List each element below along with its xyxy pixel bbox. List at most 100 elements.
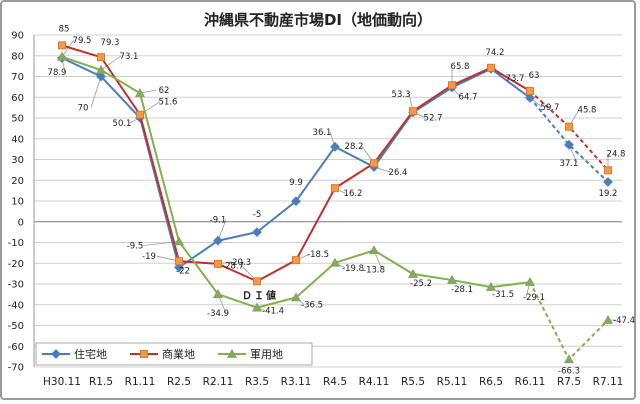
data-label: -34.9 — [207, 309, 229, 319]
data-point-marker — [329, 257, 341, 267]
x-tick-label: R6.5 — [479, 376, 503, 388]
data-label: -19.8 — [342, 264, 364, 274]
y-tick-label: -40 — [8, 300, 24, 311]
data-label: -5 — [253, 210, 261, 220]
data-label: 73.7 — [506, 74, 525, 84]
x-tick-label: R7.11 — [593, 376, 624, 388]
y-axis-ticks: 90 80 70 60 50 40 30 20 10 0 -10 -20 -30 -40 -50 -60 -70 — [8, 31, 24, 374]
series-lines — [56, 41, 614, 364]
label-leader-line — [139, 89, 157, 94]
data-point-marker — [56, 51, 68, 61]
data-point-marker — [448, 81, 456, 90]
label-leader-line — [61, 39, 75, 58]
data-label: -28.1 — [451, 285, 473, 295]
x-tick-label: R1.11 — [125, 376, 156, 388]
data-point-marker — [175, 257, 183, 266]
data-label: 45.8 — [578, 106, 597, 116]
data-label: -13.8 — [363, 265, 385, 275]
data-point-marker — [487, 63, 495, 72]
y-tick-label: 60 — [11, 93, 24, 104]
data-label: 19.2 — [599, 189, 618, 199]
data-label: -9.5 — [127, 241, 144, 251]
data-point-marker — [214, 259, 222, 268]
x-tick-label: R2.11 — [203, 376, 234, 388]
data-label: 79.5 — [73, 36, 92, 46]
y-tick-label: 90 — [11, 31, 24, 42]
data-label: -47.4 — [613, 316, 635, 326]
data-point-marker — [602, 314, 614, 324]
label-leader-line — [90, 76, 102, 108]
x-tick-label: R2.5 — [167, 376, 191, 388]
x-tick-label: R7.5 — [557, 376, 581, 388]
data-label: 37.1 — [560, 159, 579, 169]
data-point-marker — [526, 87, 534, 96]
data-label: 62 — [159, 86, 170, 96]
series-commercial — [58, 41, 612, 286]
data-label: 16.2 — [344, 189, 363, 199]
chart-title: 沖縄県不動産市場DI（地価動向） — [204, 11, 432, 29]
data-label: -29.1 — [523, 293, 545, 303]
data-point-marker — [213, 235, 223, 246]
data-label: -18.5 — [307, 250, 329, 260]
data-label: 79.3 — [101, 38, 120, 48]
data-point-marker — [409, 107, 417, 116]
y-tick-label: -20 — [8, 259, 24, 270]
legend-label: 商業地 — [162, 347, 195, 361]
y-tick-label: 70 — [11, 72, 24, 83]
x-tick-label: R5.5 — [401, 376, 425, 388]
data-point-marker — [407, 268, 419, 278]
data-point-marker — [485, 282, 497, 291]
y-tick-label: -10 — [8, 238, 24, 249]
data-label: -19 — [142, 252, 156, 262]
y-tick-label: 30 — [11, 155, 24, 166]
data-label: -25.2 — [410, 279, 432, 289]
di-value-annotation: ＤＩ値 — [242, 289, 278, 302]
data-label: 73.1 — [120, 52, 139, 62]
y-tick-label: -70 — [8, 363, 24, 374]
data-point-marker — [58, 41, 66, 50]
legend: 住宅地 商業地 軍用地 — [35, 342, 313, 366]
data-label: 36.1 — [313, 128, 332, 138]
series-residential — [57, 53, 613, 273]
x-tick-label: R5.11 — [437, 376, 468, 388]
legend-label: 住宅地 — [74, 347, 107, 361]
data-label: 51.6 — [159, 98, 178, 108]
legend-box — [35, 342, 313, 366]
data-point-marker — [564, 139, 574, 150]
data-point-marker — [212, 289, 224, 298]
y-tick-label: -30 — [8, 280, 24, 291]
data-label: -28.7 — [222, 261, 244, 271]
x-axis-ticks: H30.11 R1.5 R1.11 R2.5 R2.11 R3.5 R3.11 R4.5 R4.… — [43, 376, 623, 388]
y-tick-label: 10 — [11, 197, 24, 208]
data-label: 26.4 — [389, 168, 408, 178]
y-tick-label: 40 — [11, 134, 24, 145]
data-point-marker — [251, 302, 263, 312]
data-label: 9.9 — [289, 178, 303, 188]
data-label: -9.1 — [210, 216, 227, 226]
data-point-marker — [563, 354, 575, 364]
data-label: 65.8 — [451, 62, 470, 72]
y-tick-label: -60 — [8, 342, 24, 353]
data-point-marker — [370, 159, 378, 168]
data-point-marker — [604, 166, 612, 175]
series-military — [56, 51, 614, 364]
label-leader-line — [100, 55, 122, 71]
data-point-marker — [140, 350, 148, 358]
data-label: 24.8 — [607, 149, 626, 159]
data-point-marker — [525, 92, 535, 103]
data-point-marker — [253, 277, 261, 286]
data-point-marker — [174, 262, 184, 273]
data-label: -31.5 — [492, 290, 514, 300]
data-point-marker — [97, 53, 105, 62]
x-tick-label: R1.5 — [89, 376, 113, 388]
data-label: 52.7 — [424, 113, 443, 123]
data-label: 78.9 — [48, 68, 67, 78]
data-point-marker — [524, 277, 536, 286]
data-point-marker — [173, 236, 185, 246]
data-point-marker — [331, 184, 339, 193]
data-label: 63 — [529, 71, 540, 81]
x-tick-label: R3.5 — [245, 376, 269, 388]
x-tick-label: R3.11 — [281, 376, 312, 388]
data-point-marker — [330, 141, 340, 152]
